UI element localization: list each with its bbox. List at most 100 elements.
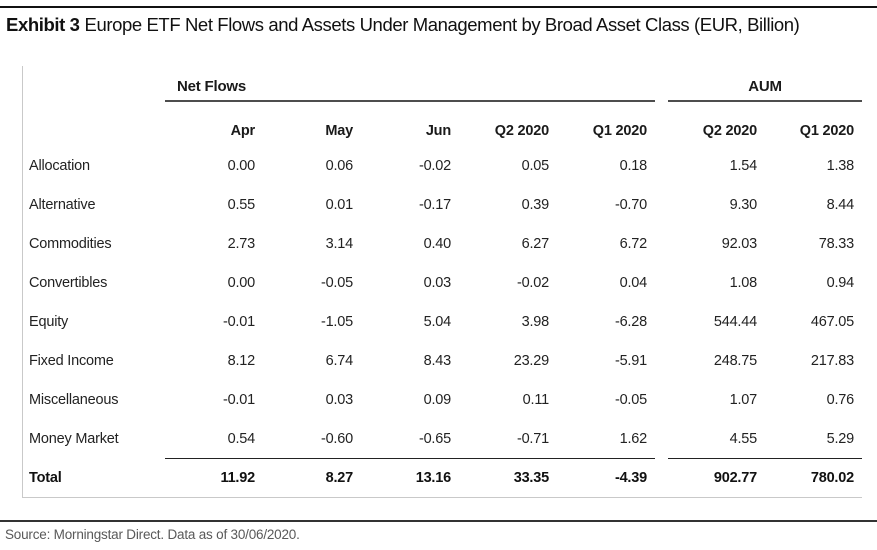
column-header-jun: Jun: [425, 123, 451, 139]
value-cell: -0.05: [614, 391, 647, 408]
table-row-convertibles: Convertibles 0.00 -0.05 0.03 -0.02 0.04 …: [23, 263, 862, 302]
group-gap: [655, 341, 668, 380]
value-cell: -0.02: [516, 274, 549, 291]
row-label: Equity: [29, 313, 69, 330]
value-cell: 6.72: [619, 235, 648, 252]
table-row-equity: Equity -0.01 -1.05 5.04 3.98 -6.28 544.4…: [23, 302, 862, 341]
top-rule: [0, 6, 877, 8]
value-cell: 0.54: [227, 430, 256, 447]
value-cell: 3.14: [325, 235, 354, 252]
value-cell: 0.01: [325, 196, 354, 213]
value-cell: -6.28: [614, 313, 647, 330]
value-cell: 8.44: [826, 196, 855, 213]
value-cell: 0.05: [521, 157, 550, 174]
value-cell: -5.91: [614, 352, 647, 369]
total-value-cell: 780.02: [765, 458, 862, 497]
total-value-cell: 33.35: [459, 458, 557, 497]
row-label: Convertibles: [29, 274, 108, 291]
row-label: Miscellaneous: [29, 391, 119, 408]
row-label: Alternative: [29, 196, 96, 213]
group-header-row: Net Flows AUM: [23, 66, 862, 102]
group-gap: [655, 224, 668, 263]
value-cell: 544.44: [713, 313, 757, 330]
column-header-q1-2020-aum: Q1 2020: [799, 123, 854, 139]
value-cell: 6.27: [521, 235, 550, 252]
value-cell: 8.12: [227, 352, 256, 369]
value-cell: 23.29: [513, 352, 549, 369]
value-cell: 0.09: [423, 391, 452, 408]
value-cell: 5.04: [423, 313, 452, 330]
column-header-q1-2020-flows: Q1 2020: [592, 123, 647, 139]
value-cell: 0.03: [423, 274, 452, 291]
value-cell: 248.75: [713, 352, 757, 369]
value-cell: 8.43: [423, 352, 452, 369]
row-label: Allocation: [29, 157, 90, 174]
value-cell: 0.40: [423, 235, 452, 252]
column-header-q2-2020-flows: Q2 2020: [494, 123, 549, 139]
table-row-commodities: Commodities 2.73 3.14 0.40 6.27 6.72 92.…: [23, 224, 862, 263]
value-cell: -0.17: [418, 196, 451, 213]
total-value-cell: 13.16: [361, 458, 459, 497]
value-cell: -0.71: [516, 430, 549, 447]
value-cell: -1.05: [320, 313, 353, 330]
value-cell: 0.39: [521, 196, 550, 213]
value-cell: -0.70: [614, 196, 647, 213]
value-cell: 92.03: [721, 235, 757, 252]
column-header-may: May: [325, 123, 353, 139]
group-gap: [655, 185, 668, 224]
row-label: Fixed Income: [29, 352, 114, 369]
page-title: Exhibit 3 Europe ETF Net Flows and Assets…: [6, 14, 800, 36]
table-row-money-market: Money Market 0.54 -0.60 -0.65 -0.71 1.62…: [23, 419, 862, 458]
value-cell: -0.60: [320, 430, 353, 447]
group-gap: [655, 458, 668, 497]
group-gap: [655, 302, 668, 341]
exhibit-title-text: Europe ETF Net Flows and Assets Under Ma…: [84, 14, 800, 35]
value-cell: 1.38: [826, 157, 855, 174]
total-value-cell: 8.27: [263, 458, 361, 497]
value-cell: 467.05: [810, 313, 854, 330]
value-cell: -0.65: [418, 430, 451, 447]
row-label: Money Market: [29, 430, 119, 447]
row-label: Commodities: [29, 235, 112, 252]
exhibit-number: Exhibit 3: [6, 14, 80, 35]
total-value-cell: 902.77: [668, 458, 765, 497]
total-value-cell: -4.39: [557, 458, 655, 497]
column-header-row: Apr May Jun Q2 2020 Q1 2020 Q2 2020 Q1 2…: [23, 102, 862, 146]
footer-rule: [0, 520, 877, 522]
column-header-spacer: [23, 102, 165, 146]
group-gap: [655, 263, 668, 302]
value-cell: 5.29: [826, 430, 855, 447]
column-header-apr: Apr: [230, 123, 256, 139]
value-cell: 1.54: [729, 157, 758, 174]
value-cell: 0.18: [619, 157, 648, 174]
group-header-aum: AUM: [668, 78, 862, 102]
value-cell: 1.62: [619, 430, 648, 447]
table-row-alternative: Alternative 0.55 0.01 -0.17 0.39 -0.70 9…: [23, 185, 862, 224]
value-cell: 3.98: [521, 313, 550, 330]
value-cell: 0.04: [619, 274, 648, 291]
source-note: Source: Morningstar Direct. Data as of 3…: [5, 527, 300, 542]
value-cell: 9.30: [729, 196, 758, 213]
value-cell: -0.02: [418, 157, 451, 174]
group-header-net-flows: Net Flows: [165, 78, 655, 102]
group-gap: [655, 380, 668, 419]
value-cell: 0.06: [325, 157, 354, 174]
total-row: Total 11.92 8.27 13.16 33.35 -4.39 902.7…: [23, 458, 862, 497]
value-cell: 2.73: [227, 235, 256, 252]
value-cell: 0.00: [227, 274, 256, 291]
table-row-miscellaneous: Miscellaneous -0.01 0.03 0.09 0.11 -0.05…: [23, 380, 862, 419]
table-row-fixed-income: Fixed Income 8.12 6.74 8.43 23.29 -5.91 …: [23, 341, 862, 380]
data-table: Net Flows AUM Apr May Jun Q2 2020 Q1 202…: [22, 66, 862, 498]
group-gap: [655, 419, 668, 458]
value-cell: 0.76: [826, 391, 855, 408]
value-cell: 0.11: [522, 391, 550, 408]
value-cell: 6.74: [325, 352, 354, 369]
value-cell: 1.08: [729, 274, 758, 291]
value-cell: 1.07: [729, 391, 758, 408]
group-gap: [655, 102, 668, 146]
value-cell: 0.55: [227, 196, 256, 213]
value-cell: 4.55: [729, 430, 758, 447]
value-cell: 0.94: [826, 274, 855, 291]
total-value-cell: 11.92: [165, 458, 263, 497]
